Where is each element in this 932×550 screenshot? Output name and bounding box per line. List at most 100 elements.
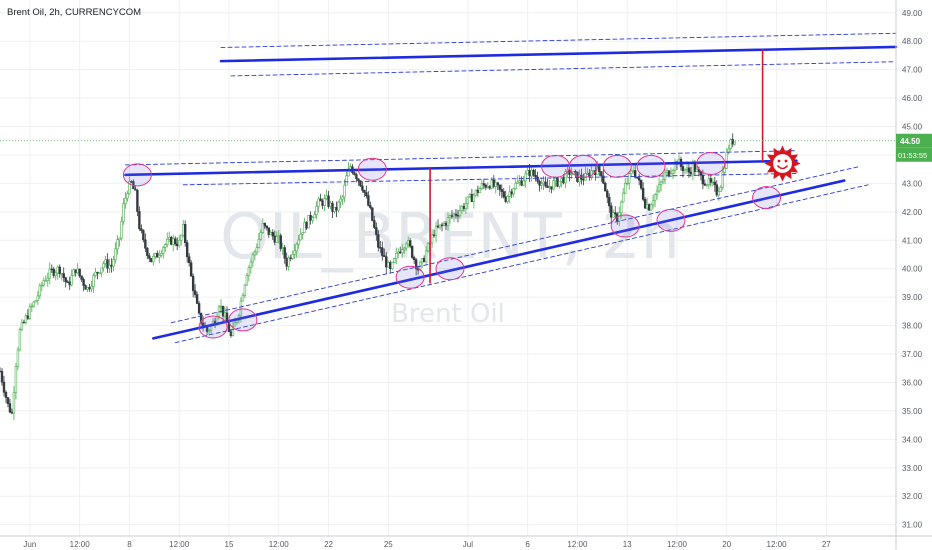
candle-bearish [383,255,386,258]
candle-bearish [335,207,338,211]
candle-bearish [353,172,356,175]
candle-bullish [663,172,667,180]
touch-point-circle [122,163,152,187]
touch-point-circle [752,186,782,210]
candle-bullish [717,191,720,196]
price-axis[interactable]: 49.0048.0047.0046.0045.0044.0043.0042.00… [895,0,923,550]
candle-bullish [24,315,28,323]
candle-bearish [582,178,585,181]
price-tick-label: 35.00 [902,407,923,416]
watermark: OIL_BRENT, 2h Brent Oil [220,200,680,329]
resistance-dashed-bottom [182,173,797,186]
candle-bearish [633,170,637,178]
candle-bullish [624,183,627,194]
sun-icon-eye-left [777,159,781,163]
candle-bearish [412,257,416,261]
candle-bearish [562,178,565,184]
support-dashed-top [170,165,861,324]
candle-bearish [170,236,173,245]
candle-bullish [452,213,456,217]
touch-point-circle [435,257,465,281]
support-dashed-bottom [174,184,869,344]
candle-bullish [620,201,623,214]
candle-bullish [393,258,396,263]
upper-channel-dashed-bottom [230,61,897,77]
candle-bearish [191,275,195,292]
candle-bearish [4,392,8,398]
candle-bearish [556,177,559,187]
candle-bearish [538,181,541,186]
candle-bearish [536,176,539,182]
candle-bearish [10,411,14,414]
candle-bearish [414,259,418,269]
candle-bearish [532,169,535,176]
candle-bearish [279,235,282,249]
price-tick-label: 39.00 [902,293,923,302]
candle-bullish [172,238,175,245]
time-tick-label: 25 [384,540,393,549]
candle-bearish [305,222,308,229]
candle-bearish [176,243,179,247]
price-badges: 44.50 01:53:55 [0,133,932,162]
candle-bullish [522,180,525,186]
price-tick-label: 33.00 [902,464,923,473]
candle-bullish [474,189,478,196]
candle-bullish [166,238,169,245]
candle-bullish [345,175,348,186]
candle-bullish [329,202,332,207]
candle-bearish [600,171,603,177]
candle-bullish [16,349,20,367]
candle-bullish [299,233,302,241]
candle-bullish [558,180,561,187]
candle-bearish [647,204,651,211]
time-axis[interactable]: Jun 12:00 8 12:00 15 12:00 22 25 Jul 6 12:00 13 12:0… [0,535,932,549]
candle-bearish [496,182,499,186]
time-tick-label: 12:00 [767,540,788,549]
candle-bullish [612,212,615,218]
candle-bearish [199,312,203,324]
candle-bullish [725,152,728,169]
candle-bullish [181,224,185,236]
price-tick-label: 49.00 [902,9,923,18]
resistance-line [124,159,798,177]
candle-bullish [44,280,47,282]
candle-bullish [102,263,105,269]
candle-bearish [363,189,366,193]
candle-bullish [685,167,689,170]
candle-bullish [277,235,280,238]
candle-bearish [375,227,378,235]
candle-bullish [665,170,669,174]
candle-bearish [598,166,601,172]
candle-bearish [142,230,145,241]
candle-bearish [641,187,645,200]
candle-bullish [162,247,165,254]
candle-bullish [168,236,171,240]
candle-bullish [295,243,298,252]
candle-bearish [681,166,685,172]
last-price-value: 44.50 [900,137,921,146]
candle-bullish [301,232,304,235]
candle-bullish [255,247,259,253]
candle-bullish [486,186,490,188]
candle-bullish [315,205,318,215]
candle-bearish [689,171,693,175]
candle-bullish [160,253,163,256]
candle-bullish [339,198,342,203]
time-tick-label: 12:00 [269,540,290,549]
candle-bearish [106,259,109,269]
time-tick-label: 15 [225,540,234,549]
candle-bearish [614,212,617,215]
candle-bearish [482,183,486,186]
candle-bullish [420,258,424,263]
candle-bearish [488,186,492,189]
candle-bullish [293,250,296,255]
candle-bullish [90,286,93,290]
candle-bullish [269,232,272,235]
candle-bearish [635,176,639,179]
candle-bullish [86,287,89,290]
candle-bullish [524,173,527,182]
price-tick-label: 34.00 [902,435,923,444]
candle-bearish [369,205,372,209]
candle-bullish [659,181,663,185]
time-tick-label: 12:00 [169,540,190,549]
